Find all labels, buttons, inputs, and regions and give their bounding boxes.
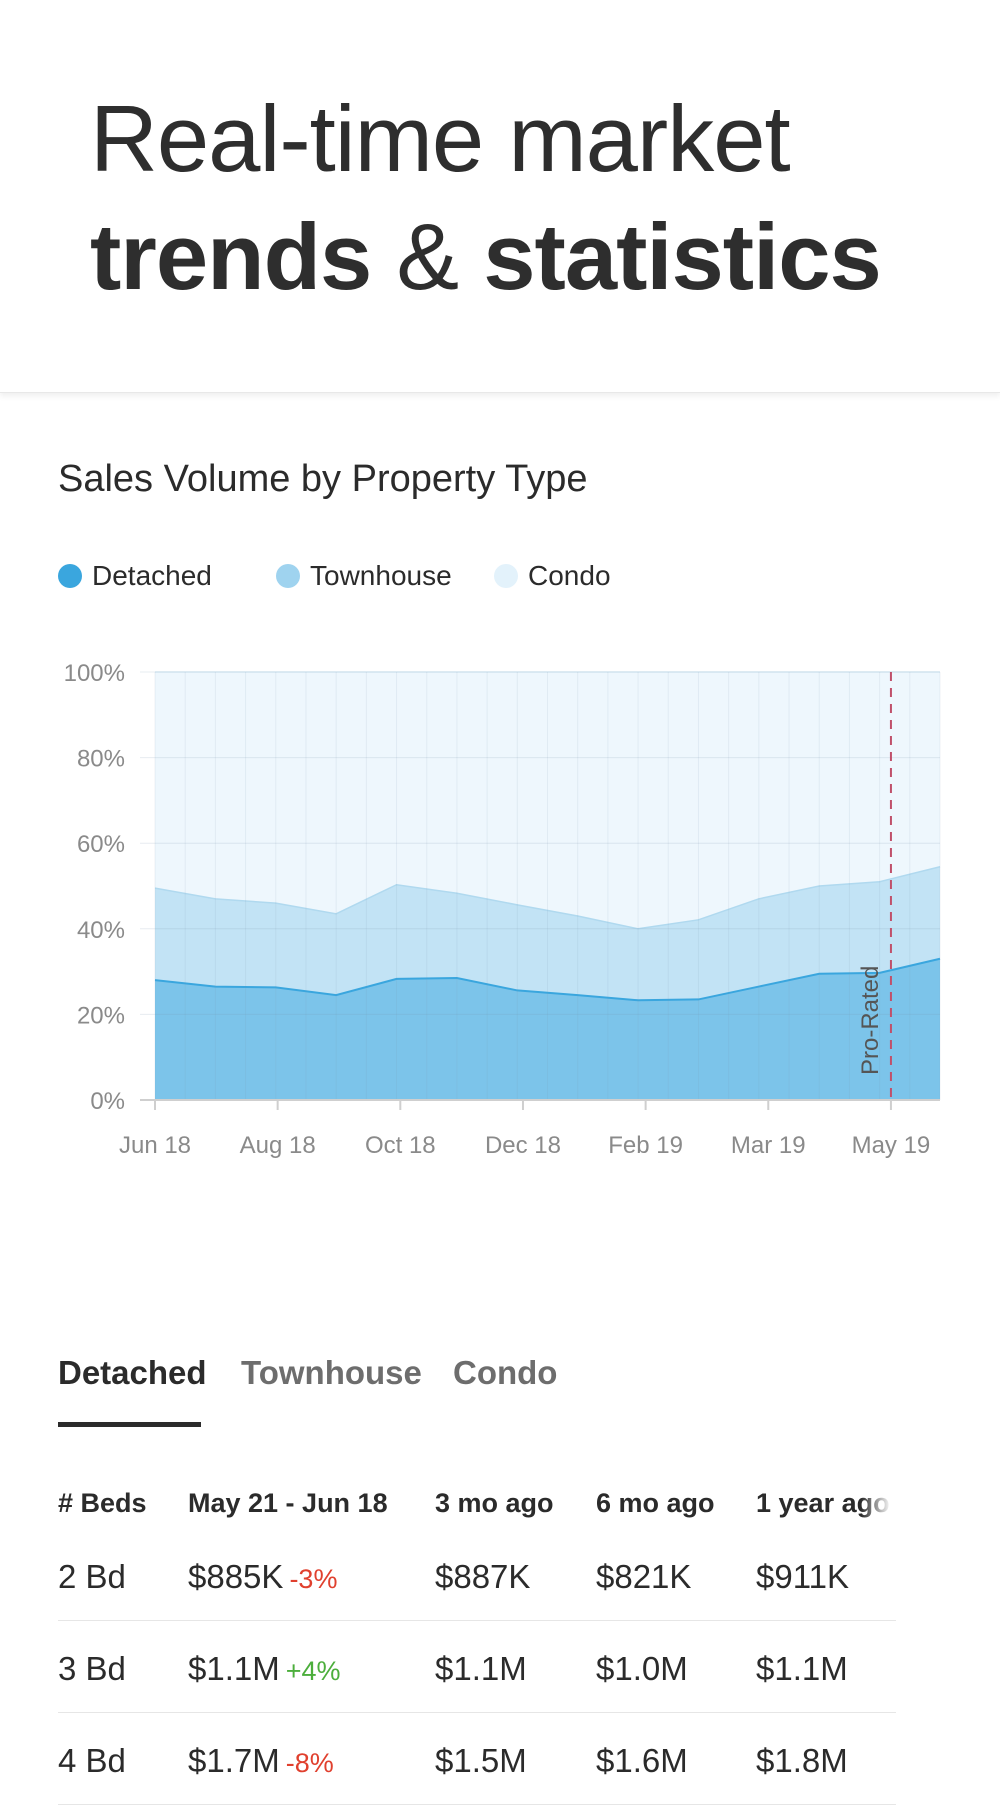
header-3mo: 3 mo ago <box>435 1488 554 1518</box>
cell-3mo: $1.5M <box>435 1742 527 1779</box>
area-condo <box>155 672 940 929</box>
hero-heading-ampersand: & <box>396 204 459 309</box>
hero-heading-statistics: statistics <box>483 204 882 309</box>
sales-volume-chart: 0% 20% 40% 60% 80% 100% Jun 18 Aug 18 Oct 18 Dec … <box>0 650 1000 1170</box>
change-badge: -8% <box>285 1748 334 1778</box>
hero-heading-trends: trends <box>90 204 372 309</box>
active-tab-indicator <box>58 1422 201 1427</box>
y-tick-label: 60% <box>77 831 125 858</box>
x-tick-label: May 19 <box>852 1132 931 1159</box>
legend-dot-townhouse <box>276 564 300 588</box>
cell-beds: 3 Bd <box>58 1650 126 1687</box>
cell-1yr: $1.1M <box>756 1650 848 1687</box>
legend-label: Townhouse <box>310 560 452 591</box>
header-6mo: 6 mo ago <box>596 1488 715 1518</box>
x-tick-label: Mar 19 <box>731 1132 806 1159</box>
hero-heading-line2: trends & statistics <box>90 210 882 304</box>
y-tick-label: 100% <box>64 660 125 687</box>
header-current-period: May 21 - Jun 18 <box>188 1488 388 1518</box>
cell-1yr: $911K <box>756 1558 849 1595</box>
change-badge: +4% <box>285 1656 341 1686</box>
legend-dot-detached <box>58 564 82 588</box>
chart-title: Sales Volume by Property Type <box>58 458 588 500</box>
y-tick-label: 0% <box>90 1088 125 1115</box>
series-line-detached <box>154 957 941 1002</box>
legend-item-detached[interactable]: Detached <box>58 560 212 592</box>
cell-beds: 4 Bd <box>58 1742 126 1779</box>
x-tick-label: Jun 18 <box>119 1132 191 1159</box>
cell-current: $1.7M -8% <box>188 1742 334 1780</box>
cell-3mo: $887K <box>435 1558 531 1595</box>
chart-canvas: 0% 20% 40% 60% 80% 100% Jun 18 Aug 18 Oct 18 Dec … <box>64 660 941 1159</box>
pro-rated-label: Pro-Rated <box>857 966 884 1075</box>
hero-heading-line1: Real-time market <box>90 86 791 191</box>
cell-6mo: $1.6M <box>596 1742 688 1779</box>
legend-label: Detached <box>92 560 212 591</box>
y-tick-label: 80% <box>77 746 125 773</box>
change-badge: -3% <box>289 1564 338 1594</box>
cell-beds: 2 Bd <box>58 1558 126 1595</box>
legend-label: Condo <box>528 560 611 591</box>
x-tick-label: Feb 19 <box>608 1132 683 1159</box>
legend-item-condo[interactable]: Condo <box>494 560 611 592</box>
x-tick-label: Aug 18 <box>240 1132 316 1159</box>
cell-1yr: $1.8M <box>756 1742 848 1779</box>
current-price: $1.1M <box>188 1650 280 1687</box>
header-1yr: 1 year ago <box>756 1488 891 1519</box>
cell-6mo: $1.0M <box>596 1650 688 1687</box>
current-price: $885K <box>188 1558 284 1595</box>
table-row[interactable]: 2 Bd $885K -3% $887K $821K $911K <box>58 1528 896 1621</box>
property-type-tabs: Detached Townhouse Condo <box>58 1354 958 1427</box>
table-row[interactable]: 3 Bd $1.1M +4% $1.1M $1.0M $1.1M <box>58 1620 896 1713</box>
hero-banner: Real-time market trends & statistics <box>0 0 1000 393</box>
table-row[interactable]: 4 Bd $1.7M -8% $1.5M $1.6M $1.8M <box>58 1712 896 1805</box>
tab-townhouse[interactable]: Townhouse <box>241 1354 422 1391</box>
area-detached <box>155 958 940 1100</box>
tab-condo[interactable]: Condo <box>453 1354 558 1391</box>
cell-current: $885K -3% <box>188 1558 337 1596</box>
series-line-townhouse <box>154 866 941 930</box>
area-townhouse <box>155 866 940 1001</box>
y-tick-label: 20% <box>77 1002 125 1029</box>
cell-current: $1.1M +4% <box>188 1650 341 1688</box>
cell-6mo: $821K <box>596 1558 692 1595</box>
x-tick-label: Dec 18 <box>485 1132 561 1159</box>
legend-dot-condo <box>494 564 518 588</box>
y-tick-label: 40% <box>77 917 125 944</box>
legend-item-townhouse[interactable]: Townhouse <box>276 560 452 592</box>
header-beds: # Beds <box>58 1488 147 1518</box>
x-tick-label: Oct 18 <box>365 1132 436 1159</box>
tab-detached[interactable]: Detached <box>58 1354 207 1391</box>
current-price: $1.7M <box>188 1742 280 1779</box>
cell-3mo: $1.1M <box>435 1650 527 1687</box>
